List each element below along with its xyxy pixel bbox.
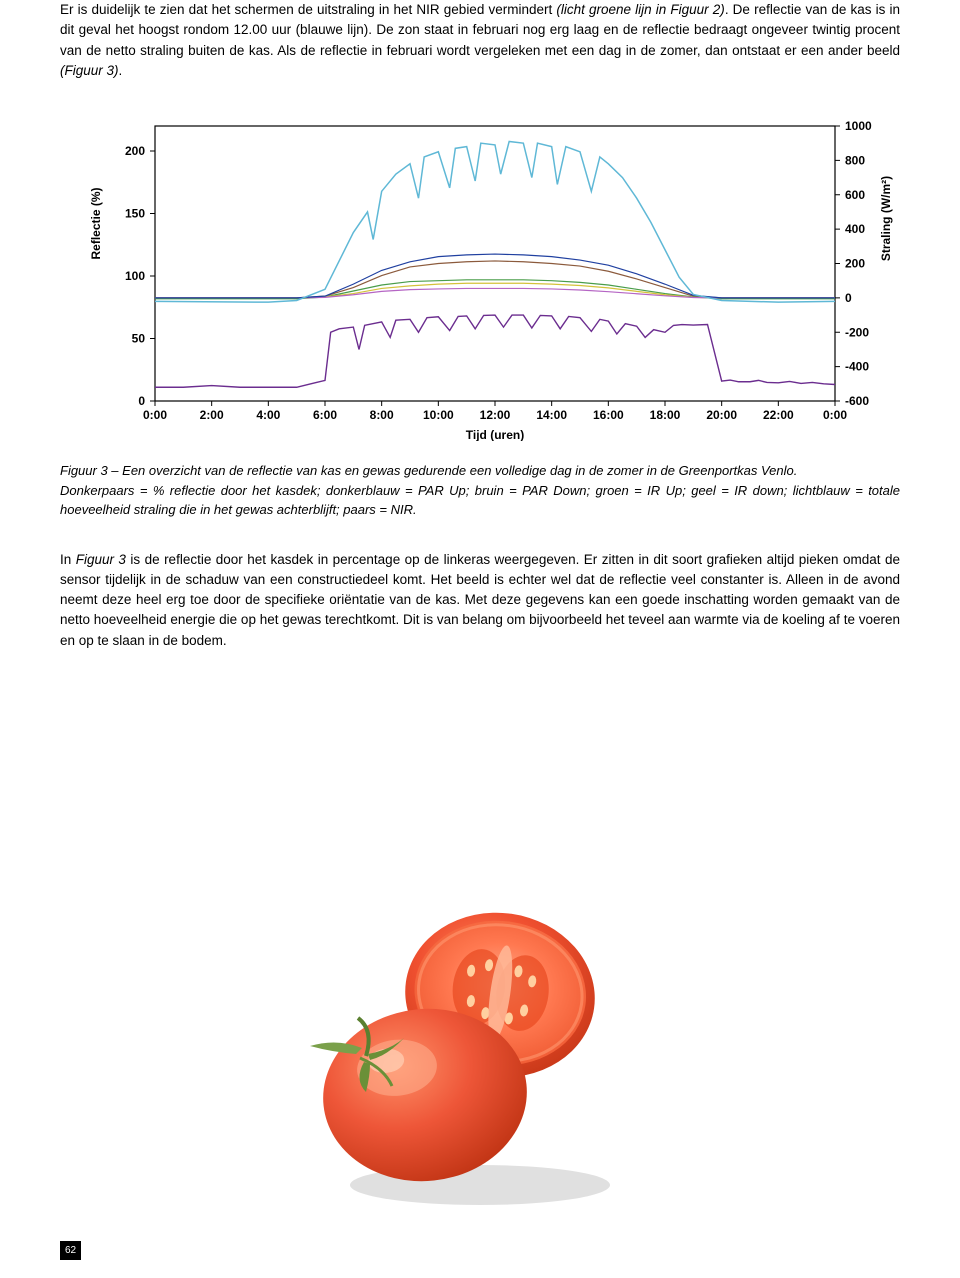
svg-text:0: 0: [138, 394, 145, 408]
intro-paragraph: Er is duidelijk te zien dat het schermen…: [60, 0, 900, 81]
svg-text:2:00: 2:00: [200, 408, 224, 422]
tomato-image: [290, 900, 660, 1210]
svg-text:50: 50: [132, 332, 146, 346]
svg-text:600: 600: [845, 188, 865, 202]
para2-pre: In: [60, 552, 76, 567]
svg-text:Straling (W/m²): Straling (W/m²): [879, 176, 893, 261]
svg-text:20:00: 20:00: [706, 408, 737, 422]
svg-text:18:00: 18:00: [650, 408, 681, 422]
caption-legend: Donkerpaars = % reflectie door het kasde…: [60, 483, 900, 518]
para1-italic2: (Figuur 3): [60, 63, 119, 78]
svg-text:Tijd (uren): Tijd (uren): [466, 428, 524, 441]
figure-caption: Figuur 3 – Een overzicht van de reflecti…: [60, 461, 900, 520]
svg-text:800: 800: [845, 153, 865, 167]
para1-end: .: [119, 63, 123, 78]
page-number: 62: [60, 1241, 81, 1260]
para2-italic: Figuur 3: [76, 552, 126, 567]
para2-post: is de reflectie door het kasdek in perce…: [60, 552, 900, 648]
analysis-paragraph: In Figuur 3 is de reflectie door het kas…: [60, 550, 900, 651]
svg-text:150: 150: [125, 207, 145, 221]
svg-text:0: 0: [845, 291, 852, 305]
svg-text:100: 100: [125, 269, 145, 283]
svg-text:1000: 1000: [845, 119, 872, 133]
svg-text:400: 400: [845, 222, 865, 236]
svg-text:Reflectie (%): Reflectie (%): [89, 187, 103, 259]
para1-pre: Er is duidelijk te zien dat het schermen…: [60, 2, 556, 17]
svg-text:200: 200: [125, 144, 145, 158]
reflection-chart: 0:00 2:00 4:00 6:00 8:00 10:00 12:00 14:00 16:00…: [60, 111, 900, 441]
svg-text:6:00: 6:00: [313, 408, 337, 422]
svg-text:4:00: 4:00: [256, 408, 280, 422]
svg-text:8:00: 8:00: [370, 408, 394, 422]
svg-text:-200: -200: [845, 325, 869, 339]
svg-text:12:00: 12:00: [480, 408, 511, 422]
para1-italic: (licht groene lijn in Figuur 2): [556, 2, 724, 17]
svg-text:200: 200: [845, 257, 865, 271]
svg-text:-400: -400: [845, 360, 869, 374]
svg-text:0:00: 0:00: [143, 408, 167, 422]
svg-text:14:00: 14:00: [536, 408, 567, 422]
caption-title: Figuur 3 – Een overzicht van de reflecti…: [60, 463, 797, 478]
svg-text:22:00: 22:00: [763, 408, 794, 422]
svg-text:10:00: 10:00: [423, 408, 454, 422]
svg-text:16:00: 16:00: [593, 408, 624, 422]
svg-text:-600: -600: [845, 394, 869, 408]
svg-text:0:00: 0:00: [823, 408, 847, 422]
